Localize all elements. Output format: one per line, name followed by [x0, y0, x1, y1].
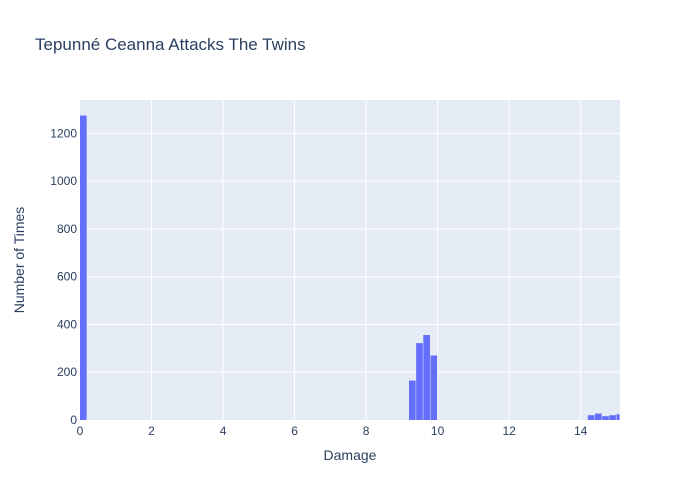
- histogram-bar: [430, 355, 438, 420]
- y-tick-label: 1200: [50, 126, 77, 140]
- histogram-bar: [409, 380, 416, 420]
- y-tick-label: 0: [70, 413, 77, 427]
- y-tick-labels: 0 200 400 600 800 1000 1200: [50, 126, 77, 427]
- y-axis-title: Number of Times: [11, 207, 27, 314]
- chart-title: Tepunné Ceanna Attacks The Twins: [35, 35, 306, 54]
- y-tick-label: 400: [57, 317, 77, 331]
- bars: [80, 115, 620, 420]
- histogram-bar: [416, 343, 423, 420]
- x-tick-label: 12: [502, 424, 516, 438]
- x-axis-title: Damage: [324, 447, 377, 463]
- y-tick-label: 800: [57, 222, 77, 236]
- histogram-bar: [616, 414, 620, 420]
- y-tick-label: 1000: [50, 174, 77, 188]
- histogram-bar: [609, 415, 616, 420]
- y-tick-label: 600: [57, 270, 77, 284]
- x-tick-label: 6: [291, 424, 298, 438]
- x-tick-label: 4: [220, 424, 227, 438]
- histogram-bar: [594, 413, 602, 420]
- y-tick-label: 200: [57, 365, 77, 379]
- histogram-bar: [80, 115, 87, 420]
- x-tick-label: 10: [431, 424, 445, 438]
- x-tick-label: 14: [574, 424, 588, 438]
- plot-background: [80, 100, 620, 420]
- gridlines: [80, 100, 620, 420]
- x-tick-labels: 0 2 4 6 8 10 12 14: [77, 424, 588, 438]
- histogram-bar: [423, 334, 430, 420]
- x-tick-label: 8: [363, 424, 370, 438]
- histogram-bar: [587, 415, 595, 420]
- histogram-bar: [602, 416, 609, 420]
- x-tick-label: 2: [148, 424, 155, 438]
- x-tick-label: 0: [77, 424, 84, 438]
